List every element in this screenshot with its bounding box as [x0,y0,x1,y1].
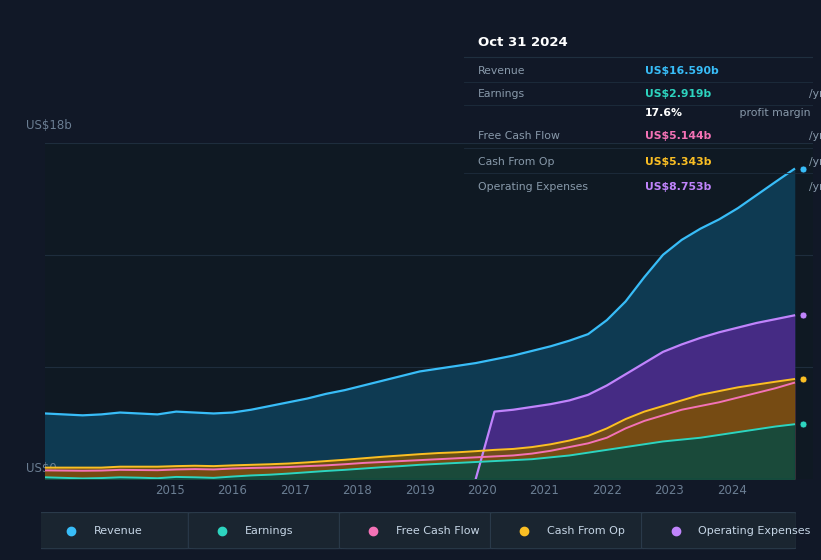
Text: Operating Expenses: Operating Expenses [478,181,588,192]
FancyBboxPatch shape [339,512,494,549]
Text: US$16.590b: US$16.590b [645,66,719,76]
Text: Oct 31 2024: Oct 31 2024 [478,36,567,49]
Text: Free Cash Flow: Free Cash Flow [478,132,560,141]
Text: 17.6%: 17.6% [645,108,683,118]
Text: Earnings: Earnings [478,89,525,99]
Text: /yr: /yr [809,132,821,141]
Text: Earnings: Earnings [245,526,293,535]
FancyBboxPatch shape [490,512,645,549]
Text: /yr: /yr [809,156,821,166]
Text: /yr: /yr [809,89,821,99]
Text: US$8.753b: US$8.753b [645,181,712,192]
Text: Revenue: Revenue [94,526,143,535]
FancyBboxPatch shape [188,512,343,549]
Text: US$18b: US$18b [26,119,71,132]
Text: Cash From Op: Cash From Op [547,526,625,535]
Text: US$0: US$0 [26,463,57,475]
Text: /yr: /yr [809,181,821,192]
Text: Operating Expenses: Operating Expenses [698,526,810,535]
Text: Free Cash Flow: Free Cash Flow [396,526,479,535]
Text: US$2.919b: US$2.919b [645,89,712,99]
Text: Cash From Op: Cash From Op [478,156,554,166]
Text: Revenue: Revenue [478,66,525,76]
Text: US$5.343b: US$5.343b [645,156,712,166]
FancyBboxPatch shape [641,512,796,549]
FancyBboxPatch shape [37,512,192,549]
Text: profit margin: profit margin [736,108,810,118]
Text: US$5.144b: US$5.144b [645,132,712,141]
